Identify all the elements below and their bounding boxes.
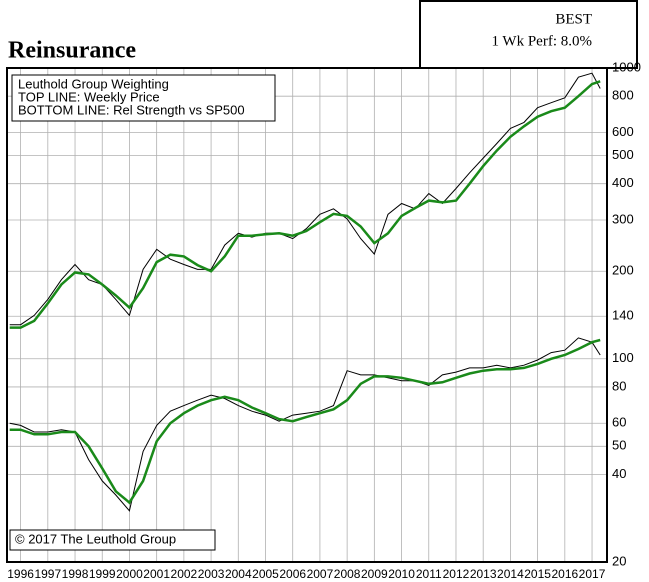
x-tick-label: 2004 xyxy=(225,567,252,581)
performance: 1 Wk Perf: 8.0% xyxy=(491,33,592,49)
x-tick-label: 1998 xyxy=(62,567,89,581)
x-tick-label: 2014 xyxy=(497,567,524,581)
x-tick-label: 2008 xyxy=(334,567,361,581)
y-tick-label: 500 xyxy=(612,147,634,162)
x-tick-label: 2013 xyxy=(470,567,497,581)
y-tick-label: 140 xyxy=(612,308,634,323)
y-tick-label: 100 xyxy=(612,350,634,365)
x-tick-label: 2006 xyxy=(279,567,306,581)
x-tick-label: 2010 xyxy=(388,567,415,581)
y-tick-label: 20 xyxy=(612,553,626,568)
legend-line: Leuthold Group Weighting xyxy=(18,76,169,91)
lines xyxy=(9,72,601,512)
chart-title: Reinsurance xyxy=(8,38,136,64)
rating-box xyxy=(419,0,638,69)
legend-line: TOP LINE: Weekly Price xyxy=(18,89,160,104)
x-tick-label: 2015 xyxy=(524,567,551,581)
y-tick-label: 40 xyxy=(612,466,626,481)
y-tick-label: 50 xyxy=(612,438,626,453)
y-tick-label: 80 xyxy=(612,378,626,393)
series-line xyxy=(9,337,601,512)
x-tick-label: 2002 xyxy=(171,567,198,581)
x-tick-label: 2016 xyxy=(551,567,578,581)
grid xyxy=(7,67,607,563)
x-tick-label: 2001 xyxy=(143,567,170,581)
series-line xyxy=(9,80,601,329)
legend-line: BOTTOM LINE: Rel Strength vs SP500 xyxy=(18,102,245,117)
x-tick-label: 2005 xyxy=(252,567,279,581)
legend-box xyxy=(11,74,276,122)
y-tick-label: 300 xyxy=(612,211,634,226)
y-tick-label: 60 xyxy=(612,415,626,430)
copyright: © 2017 The Leuthold Group xyxy=(15,531,176,546)
copyright-box xyxy=(9,529,216,551)
y-tick-label: 800 xyxy=(612,88,634,103)
y-tick-label: 200 xyxy=(612,263,634,278)
x-tick-label: 1999 xyxy=(89,567,116,581)
plot-frame xyxy=(6,67,608,563)
series-line xyxy=(9,338,601,505)
x-tick-label: 2009 xyxy=(361,567,388,581)
y-tick-label: 400 xyxy=(612,175,634,190)
x-tick-label: 2007 xyxy=(307,567,334,581)
x-tick-label: 2003 xyxy=(198,567,225,581)
x-tick-label: 1996 xyxy=(7,567,34,581)
y-tick-label: 1000 xyxy=(612,59,641,74)
x-tick-label: 2000 xyxy=(116,567,143,581)
rating: BEST xyxy=(555,11,592,27)
x-tick-label: 2017 xyxy=(579,567,606,581)
x-tick-label: 2011 xyxy=(416,567,442,581)
x-tick-label: 2012 xyxy=(443,567,470,581)
x-tick-label: 1997 xyxy=(34,567,61,581)
y-tick-label: 600 xyxy=(612,124,634,139)
